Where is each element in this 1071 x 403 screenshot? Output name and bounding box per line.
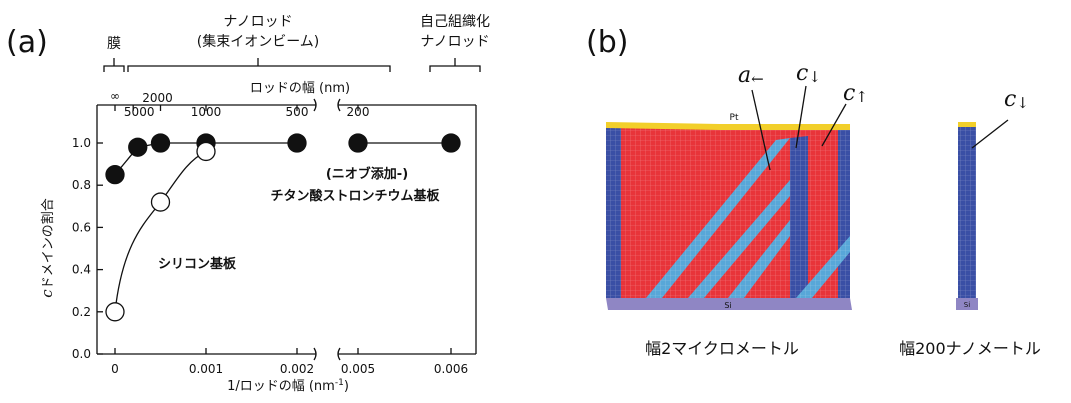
c3-annotation-sym: c	[1004, 87, 1016, 112]
film-bracket	[103, 65, 125, 72]
top-category-brackets	[103, 58, 481, 72]
a-pointer	[751, 89, 771, 171]
c3-annotation-arrow: ↓	[1016, 94, 1029, 112]
y-axis-label-italic: c	[38, 289, 56, 298]
top-tick-label: 1000	[191, 105, 222, 119]
data-point-sto	[128, 137, 148, 157]
nanorod-label: ナノロッド	[223, 14, 292, 30]
substrate-left	[606, 298, 852, 310]
pt-electrode-right	[958, 122, 976, 127]
data-point-si	[105, 302, 125, 322]
x-tick-label: 0	[111, 362, 119, 376]
lattice-grid-right	[958, 126, 976, 298]
y-tick-label: 0.8	[72, 178, 91, 192]
data-point-sto	[287, 133, 307, 153]
axis-break-top-right	[337, 98, 341, 112]
blue-edge-left	[606, 126, 621, 298]
blue-c-domain-right	[958, 126, 976, 298]
panel-b-label: (b)	[586, 25, 628, 60]
red-domain-left	[606, 126, 850, 298]
data-point-sto	[150, 133, 171, 153]
nanorod-sub-label: (集束イオンビーム)	[197, 33, 320, 50]
a-annotation-sym: a	[738, 63, 751, 88]
nanorod-bracket	[127, 65, 391, 72]
x-tick-label: 0.001	[189, 362, 223, 376]
c1-annotation: c↓	[796, 61, 821, 86]
x-axis-label-prefix: 1/ロッドの幅 (nm	[227, 379, 335, 394]
selforg-label-2: ナノロッド	[420, 34, 489, 50]
c1-annotation-sym: c	[796, 61, 808, 86]
top-tick-label: 500	[286, 105, 309, 119]
top-tick-label: 200	[347, 105, 370, 119]
a-annotation-arrow: ←	[751, 70, 764, 88]
blue-edge-right	[838, 128, 850, 298]
rod-200nm: Si	[956, 122, 978, 310]
c2-annotation-sym: c	[843, 81, 855, 106]
top-tick-label: 2000	[142, 91, 173, 105]
sto-label-2: チタン酸ストロンチウム基板	[270, 188, 440, 204]
series-line-si	[114, 150, 207, 312]
substrate-right-label: Si	[964, 301, 970, 309]
top-tick-label: 5000	[124, 105, 155, 119]
data-point-si	[150, 192, 171, 212]
x-tick-label: 0.005	[341, 362, 375, 376]
x-axis-label-sup: -1	[335, 378, 344, 388]
data-point-si	[196, 141, 216, 162]
a-domain-3	[728, 220, 790, 298]
c1-annotation-arrow: ↓	[808, 68, 821, 86]
substrate-left-label: Si	[724, 301, 731, 310]
sto-label-1: (ニオブ添加-)	[326, 166, 408, 182]
x-axis-label: 1/ロッドの幅 (nm-1)	[227, 378, 349, 394]
x-tick-label: 0.006	[434, 362, 468, 376]
film-label: 膜	[107, 36, 121, 52]
si-label: シリコン基板	[158, 256, 237, 272]
y-axis-label: cドメインの割合	[38, 198, 56, 297]
a-domain-2	[688, 180, 790, 298]
axis-break-top-left	[313, 98, 317, 112]
caption-right: 幅200ナノメートル	[899, 339, 1041, 358]
selforg-bracket	[429, 65, 481, 72]
panel-a-label: (a)	[6, 25, 48, 60]
plot-area: 0.0 0.2 0.4 0.6 0.8 1.0 0 0.001 0.002 0.005 0.006 ∞…	[72, 89, 477, 376]
substrate-right	[956, 298, 978, 310]
a-domain-4	[796, 236, 850, 298]
axis-break-bottom-right	[337, 347, 341, 361]
selforg-label-1: 自己組織化	[420, 14, 490, 30]
c3-annotation: c↓	[1004, 87, 1029, 112]
x-tick-label: 0.002	[280, 362, 314, 376]
axis-break-bottom-left	[313, 347, 317, 361]
a-annotation: a←	[738, 63, 764, 88]
data-point-sto	[348, 133, 368, 153]
y-axis-label-rest: ドメインの割合	[40, 198, 56, 289]
data-point-sto	[441, 133, 461, 153]
y-tick-label: 0.4	[72, 263, 91, 277]
caption-left: 幅2マイクロメートル	[645, 339, 799, 358]
y-tick-label: 0.2	[72, 305, 91, 319]
pt-label: Pt	[730, 113, 739, 123]
top-tick-label: ∞	[110, 89, 120, 103]
x-axis-label-suffix: )	[344, 379, 349, 394]
top-axis-label: ロッドの幅 (nm)	[250, 81, 350, 96]
c2-pointer	[821, 103, 847, 147]
c1-pointer	[795, 85, 807, 149]
rod-2um: Pt Si	[606, 113, 852, 310]
panel-a-chart: (a) 膜 ナノロッド (集束イオンビーム) 自己組織化 ナノロッド ロッドの幅…	[6, 14, 490, 394]
y-tick-label: 1.0	[72, 136, 91, 150]
lattice-grid-left	[606, 126, 850, 298]
pt-electrode-left	[606, 122, 850, 130]
a-domain-1	[646, 138, 790, 298]
y-tick-label: 0.0	[72, 347, 91, 361]
y-tick-label: 0.6	[72, 220, 91, 234]
annotation-lines	[751, 85, 1009, 171]
data-point-sto	[105, 164, 125, 185]
blue-c-domain	[790, 136, 808, 298]
c3-pointer	[971, 119, 1009, 149]
c2-annotation-arrow: ↑	[855, 88, 868, 106]
c2-annotation: c↑	[843, 81, 868, 106]
